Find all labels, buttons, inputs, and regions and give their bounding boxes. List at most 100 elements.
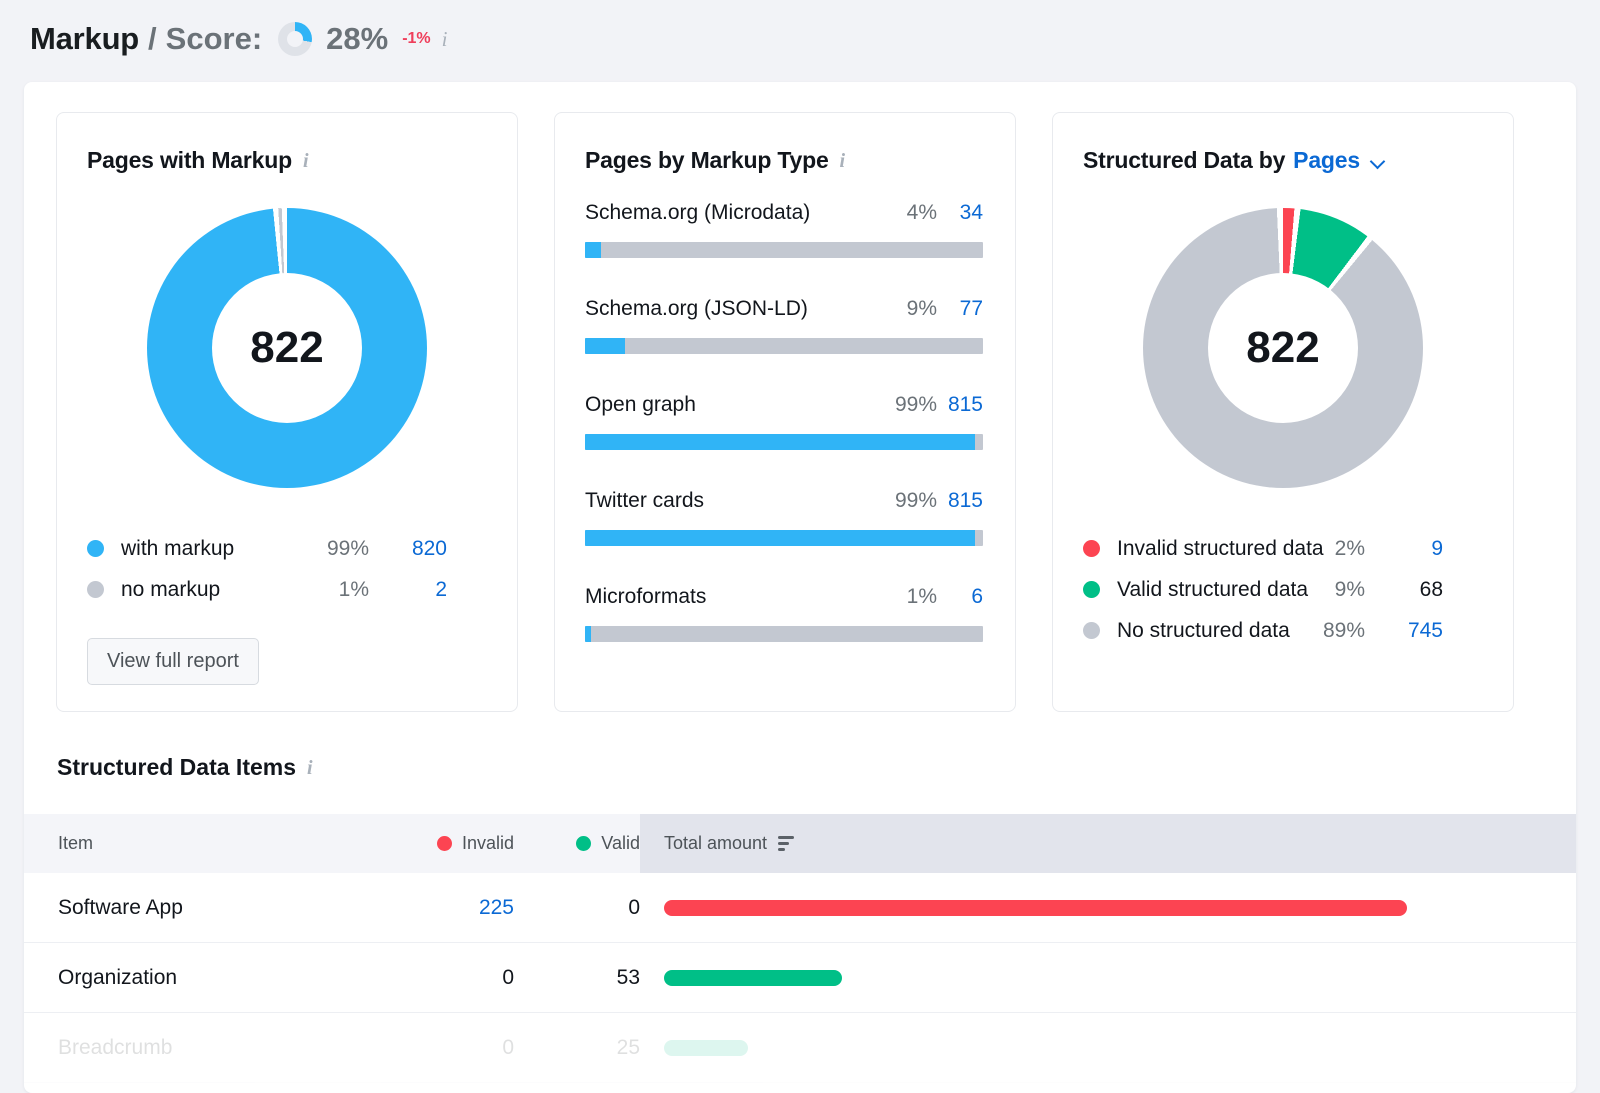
card-title-pages-by-markup-type: Pages by Markup Type i <box>585 147 845 174</box>
donut-center-value: 822 <box>1246 323 1320 372</box>
page-title: Markup <box>30 21 140 56</box>
cell-item: Software App <box>58 895 183 919</box>
cell-total-bar <box>640 969 1576 986</box>
cell-valid: 53 <box>616 965 640 989</box>
markup-type-value[interactable]: 6 <box>971 585 983 608</box>
column-header-label: Total amount <box>664 833 768 853</box>
card-title-structured-data: Structured Data by Pages <box>1083 147 1385 174</box>
legend-percent: 99% <box>326 536 369 560</box>
markup-type-row: Twitter cards 99% 815 <box>585 489 983 546</box>
markup-type-name: Schema.org (Microdata) <box>585 201 811 224</box>
column-header-invalid[interactable]: Invalid <box>374 814 514 873</box>
cell-invalid[interactable]: 225 <box>374 896 514 920</box>
legend-label: No structured data <box>1117 618 1290 642</box>
info-icon[interactable]: i <box>441 26 448 51</box>
markup-type-percent: 4% <box>906 201 937 224</box>
legend-item: No structured data 89% 745 <box>1083 610 1483 651</box>
structured-data-items-table: Item Invalid Valid Total amount Software… <box>24 814 1576 1083</box>
score-value: 28% <box>326 21 389 56</box>
column-header-label: Valid <box>601 833 640 853</box>
section-title-text: Structured Data Items <box>57 754 297 780</box>
legend-percent: 9% <box>1334 577 1365 601</box>
cell-invalid: 0 <box>502 1035 514 1059</box>
legend-item: with markup 99% 820 <box>87 528 487 569</box>
structured-data-scope-link[interactable]: Pages <box>1293 147 1360 173</box>
markup-type-bar-track <box>585 626 983 642</box>
legend-value[interactable]: 9 <box>1431 536 1443 560</box>
column-header-label: Invalid <box>461 833 514 853</box>
markup-type-name: Microformats <box>585 585 707 608</box>
column-header-total-amount[interactable]: Total amount <box>640 814 1576 873</box>
structured-data-donut: 822 <box>1143 208 1423 488</box>
info-icon[interactable]: i <box>839 149 846 172</box>
markup-type-name: Schema.org (JSON-LD) <box>585 297 808 320</box>
markup-type-row: Schema.org (JSON-LD) 9% 77 <box>585 297 983 354</box>
markup-type-name: Twitter cards <box>585 489 705 512</box>
sort-descending-icon[interactable] <box>778 836 795 851</box>
legend-dot <box>1083 540 1100 557</box>
legend-value[interactable]: 820 <box>411 536 447 560</box>
cell-invalid: 0 <box>502 965 514 989</box>
legend-percent: 2% <box>1334 536 1365 560</box>
table-row[interactable]: Organization 0 53 <box>24 943 1576 1013</box>
card-title-text: Pages with Markup <box>87 147 292 173</box>
markup-type-value[interactable]: 815 <box>947 393 983 416</box>
card-structured-data-by-pages: Structured Data by Pages 822 Invalid str… <box>1052 112 1514 712</box>
markup-type-bar-fill <box>585 242 601 258</box>
markup-type-row: Open graph 99% 815 <box>585 393 983 450</box>
invalid-count-link[interactable]: 225 <box>478 895 514 919</box>
pages-with-markup-legend: with markup 99% 820 no markup 1% 2 <box>87 528 487 610</box>
title-separator: / <box>148 21 157 56</box>
legend-dot <box>87 581 104 598</box>
info-icon[interactable]: i <box>302 149 309 172</box>
legend-item: Invalid structured data 2% 9 <box>1083 528 1483 569</box>
markup-type-percent: 99% <box>894 393 937 416</box>
markup-type-bar-track <box>585 242 983 258</box>
markup-type-value[interactable]: 34 <box>959 201 983 224</box>
cell-item: Organization <box>58 965 178 989</box>
info-icon[interactable]: i <box>307 756 313 779</box>
markup-type-bar-fill <box>585 530 976 546</box>
legend-dot <box>87 540 104 557</box>
pages-with-markup-donut: 822 <box>147 208 427 488</box>
cell-valid: 0 <box>628 895 640 919</box>
legend-value[interactable]: 745 <box>1407 618 1443 642</box>
summary-cards: Pages with Markup i 822 with markup 99% <box>56 112 1514 712</box>
legend-label: Valid structured data <box>1117 577 1309 601</box>
column-header-valid[interactable]: Valid <box>514 814 640 873</box>
total-amount-bar <box>664 969 842 986</box>
markup-type-percent: 1% <box>906 585 937 608</box>
structured-data-legend: Invalid structured data 2% 9 Valid struc… <box>1083 528 1483 651</box>
markup-type-row: Schema.org (Microdata) 4% 34 <box>585 201 983 258</box>
markup-type-bar-fill <box>585 338 625 354</box>
legend-dot <box>1083 581 1100 598</box>
markup-type-percent: 99% <box>894 489 937 512</box>
table-header-row: Item Invalid Valid Total amount <box>24 814 1576 873</box>
legend-label: no markup <box>121 577 221 601</box>
legend-label: Invalid structured data <box>1117 536 1324 560</box>
card-pages-with-markup: Pages with Markup i 822 with markup 99% <box>56 112 518 712</box>
legend-item: no markup 1% 2 <box>87 569 487 610</box>
markup-type-value[interactable]: 815 <box>947 489 983 512</box>
report-panel: Pages with Markup i 822 with markup 99% <box>24 82 1576 1093</box>
column-header-item[interactable]: Item <box>24 814 374 873</box>
cell-valid: 25 <box>616 1035 640 1059</box>
table-row[interactable]: Software App 225 0 <box>24 873 1576 943</box>
legend-value[interactable]: 2 <box>435 577 447 601</box>
markup-type-row: Microformats 1% 6 <box>585 585 983 642</box>
chevron-down-icon[interactable] <box>1371 156 1385 165</box>
markup-type-value[interactable]: 77 <box>959 297 983 320</box>
card-title-text: Structured Data by <box>1083 147 1286 173</box>
structured-data-items-title: Structured Data Items i <box>57 754 313 781</box>
page-header: Markup / Score: 28% -1% i <box>30 14 448 64</box>
valid-dot-icon <box>576 836 592 851</box>
legend-percent: 1% <box>338 577 369 601</box>
table-row[interactable]: Breadcrumb 0 25 <box>24 1013 1576 1083</box>
markup-type-list: Schema.org (Microdata) 4% 34 Schema.org … <box>585 201 983 642</box>
markup-type-bar-track <box>585 530 983 546</box>
view-full-report-button[interactable]: View full report <box>87 638 259 685</box>
markup-type-bar-fill <box>585 626 591 642</box>
score-delta: -1% <box>402 30 431 47</box>
donut-center-value: 822 <box>250 323 324 372</box>
